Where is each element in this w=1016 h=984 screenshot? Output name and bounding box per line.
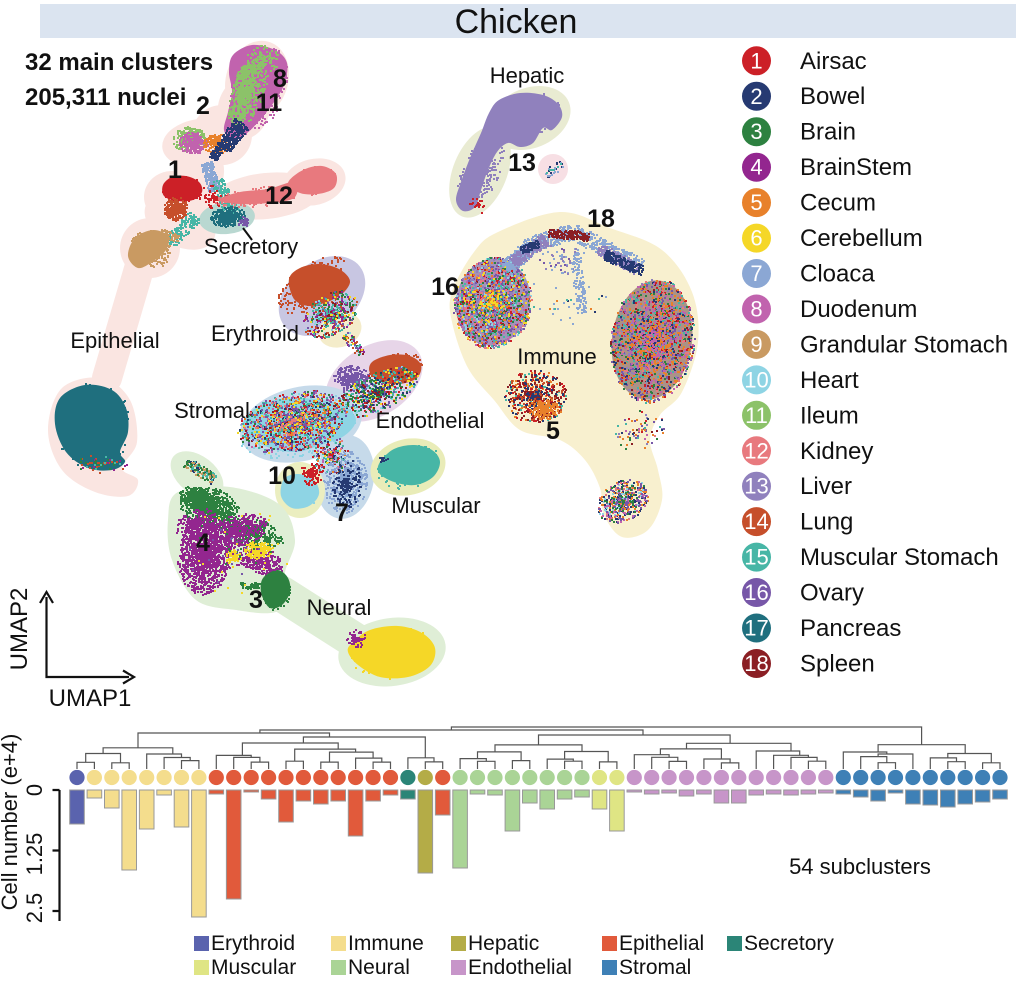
svg-text:1: 1	[750, 48, 762, 73]
svg-text:11: 11	[745, 403, 768, 428]
svg-text:Muscular: Muscular	[391, 493, 480, 518]
svg-text:Ileum: Ileum	[800, 402, 859, 429]
svg-text:Spleen: Spleen	[800, 651, 875, 678]
svg-text:Ovary: Ovary	[800, 580, 864, 607]
svg-text:12: 12	[744, 438, 768, 463]
svg-text:Endothelial: Endothelial	[376, 408, 485, 433]
svg-text:Stromal: Stromal	[174, 398, 250, 423]
svg-text:Duodenum: Duodenum	[800, 296, 917, 323]
svg-text:Stromal: Stromal	[619, 956, 691, 979]
svg-text:16: 16	[431, 273, 459, 301]
svg-text:Chicken: Chicken	[455, 3, 578, 41]
svg-text:18: 18	[744, 651, 768, 676]
svg-text:10: 10	[268, 462, 296, 490]
svg-text:Neural: Neural	[348, 956, 410, 979]
svg-text:6: 6	[750, 226, 762, 251]
svg-text:Endothelial: Endothelial	[468, 956, 572, 979]
svg-text:Liver: Liver	[800, 473, 852, 500]
svg-text:54 subclusters: 54 subclusters	[789, 854, 931, 879]
svg-text:Bowel: Bowel	[800, 83, 865, 110]
svg-text:2: 2	[196, 92, 210, 120]
svg-text:13: 13	[744, 474, 768, 499]
svg-text:2.5: 2.5	[22, 893, 47, 924]
svg-text:Cell number (e+4): Cell number (e+4)	[0, 734, 22, 911]
svg-text:1: 1	[168, 156, 182, 184]
svg-text:Grandular Stomach: Grandular Stomach	[800, 331, 1008, 358]
svg-text:16: 16	[744, 580, 768, 605]
svg-text:1.25: 1.25	[22, 833, 47, 876]
svg-text:Kidney: Kidney	[800, 438, 873, 465]
svg-text:5: 5	[750, 190, 762, 215]
svg-text:Muscular Stomach: Muscular Stomach	[800, 544, 999, 571]
svg-text:7: 7	[335, 499, 349, 527]
svg-text:8: 8	[750, 297, 762, 322]
svg-text:3: 3	[750, 119, 762, 144]
svg-text:UMAP1: UMAP1	[49, 685, 132, 712]
svg-text:Cecum: Cecum	[800, 190, 876, 217]
svg-text:14: 14	[744, 509, 768, 534]
svg-text:UMAP2: UMAP2	[6, 588, 33, 671]
svg-text:3: 3	[249, 586, 263, 614]
svg-text:10: 10	[744, 367, 768, 392]
svg-text:Heart: Heart	[800, 367, 859, 394]
svg-text:15: 15	[744, 545, 768, 570]
svg-text:Lung: Lung	[800, 509, 853, 536]
svg-text:Neural: Neural	[307, 595, 372, 620]
svg-text:Hepatic: Hepatic	[490, 63, 565, 88]
svg-text:2: 2	[750, 84, 762, 109]
svg-text:Secretory: Secretory	[744, 932, 834, 955]
svg-text:Cerebellum: Cerebellum	[800, 225, 923, 252]
svg-text:4: 4	[750, 155, 762, 180]
svg-text:32 main clusters: 32 main clusters	[25, 49, 213, 76]
svg-text:11: 11	[256, 89, 283, 117]
svg-text:Epithelial: Epithelial	[619, 932, 704, 955]
svg-text:Erythroid: Erythroid	[211, 932, 295, 955]
svg-text:13: 13	[508, 149, 536, 177]
svg-text:7: 7	[750, 261, 762, 286]
svg-text:5: 5	[546, 417, 560, 445]
svg-text:Muscular: Muscular	[211, 956, 296, 979]
svg-text:8: 8	[273, 65, 287, 93]
svg-text:0: 0	[22, 784, 47, 796]
svg-text:4: 4	[196, 529, 210, 557]
svg-text:BrainStem: BrainStem	[800, 154, 912, 181]
svg-text:Brain: Brain	[800, 119, 856, 146]
svg-text:18: 18	[587, 205, 615, 233]
svg-text:Immune: Immune	[348, 932, 424, 955]
svg-text:Immune: Immune	[517, 344, 596, 369]
svg-text:17: 17	[744, 616, 768, 641]
svg-text:Cloaca: Cloaca	[800, 261, 875, 288]
svg-text:Epithelial: Epithelial	[70, 328, 159, 353]
svg-text:205,311 nuclei: 205,311 nuclei	[25, 84, 186, 111]
svg-text:12: 12	[265, 182, 293, 210]
svg-text:Pancreas: Pancreas	[800, 615, 901, 642]
svg-text:9: 9	[750, 332, 762, 357]
svg-text:Erythroid: Erythroid	[211, 321, 299, 346]
svg-text:Hepatic: Hepatic	[468, 932, 539, 955]
svg-text:Airsac: Airsac	[800, 48, 867, 75]
